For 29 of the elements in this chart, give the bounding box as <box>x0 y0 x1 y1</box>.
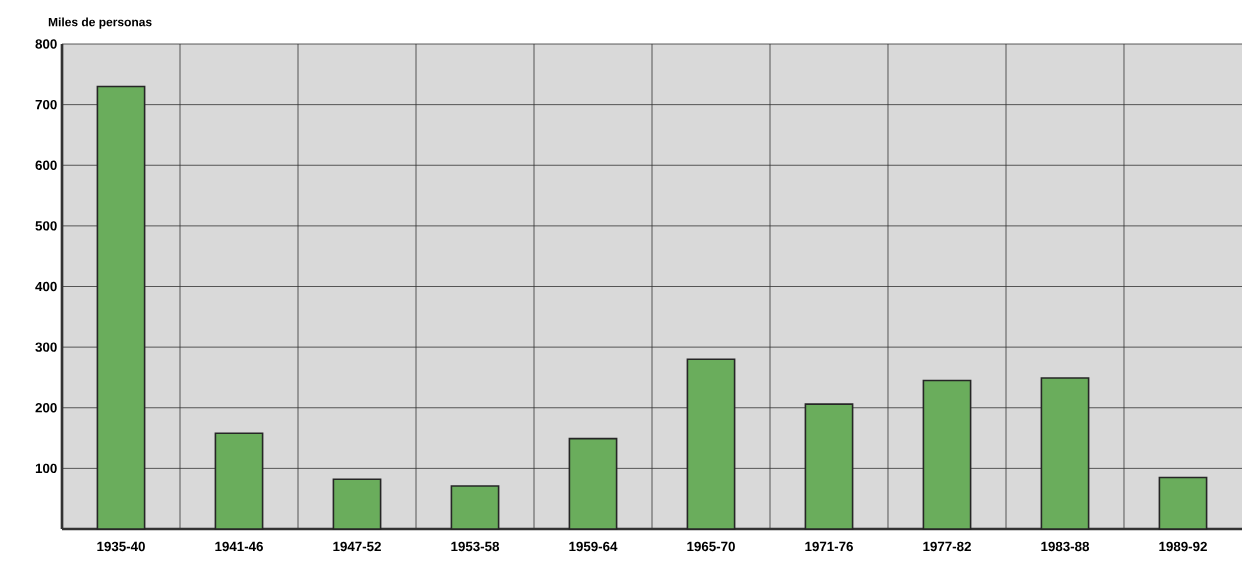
x-tick-label: 1947-52 <box>333 541 381 552</box>
bar <box>96 85 146 530</box>
x-tick-label: 1935-40 <box>97 541 145 552</box>
x-tick-label: 1953-58 <box>451 541 500 552</box>
x-tick-label: 1977-82 <box>923 541 971 552</box>
bar <box>686 358 736 530</box>
x-tick-label: 1971-76 <box>805 541 853 552</box>
y-tick-label: 200 <box>35 403 57 413</box>
x-tick-label: 1983-88 <box>1041 541 1090 552</box>
bar <box>214 432 264 530</box>
y-tick-label: 600 <box>35 160 57 170</box>
y-tick-label: 700 <box>35 99 57 110</box>
bar <box>568 437 618 530</box>
bar <box>1040 377 1090 530</box>
bar <box>922 379 972 530</box>
y-tick-label: 100 <box>35 463 57 474</box>
y-tick-label: 400 <box>35 281 57 292</box>
y-axis-title: Miles de personas <box>48 17 152 29</box>
bar <box>1158 476 1208 530</box>
x-tick-label: 1965-70 <box>687 541 735 552</box>
y-tick-label: 500 <box>35 221 57 231</box>
x-tick-label: 1989-92 <box>1159 541 1207 552</box>
y-tick-label: 300 <box>35 342 57 352</box>
y-tick-label: 800 <box>35 39 57 49</box>
bar <box>804 403 854 530</box>
bar <box>450 485 500 530</box>
x-tick-label: 1959-64 <box>569 541 618 552</box>
bar <box>332 478 382 530</box>
x-tick-label: 1941-46 <box>215 541 263 552</box>
